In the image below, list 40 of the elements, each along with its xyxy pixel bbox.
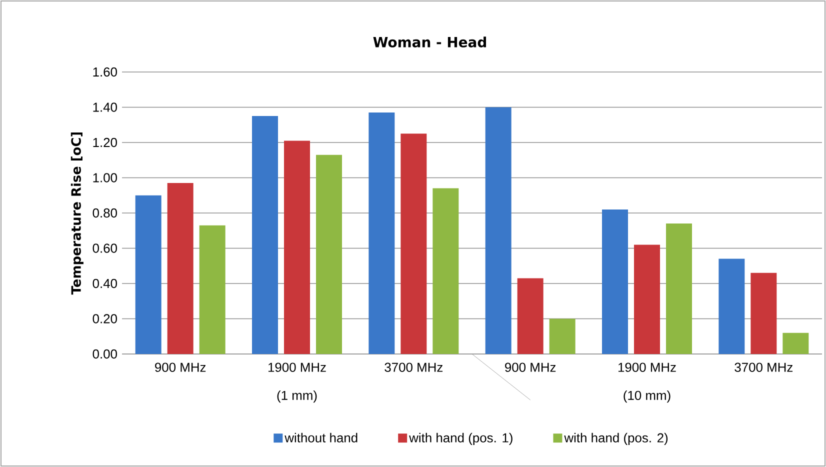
y-tick-label: 0.20 xyxy=(92,314,117,324)
y-axis-title: Temperature Rise [oC] xyxy=(70,132,84,295)
bar xyxy=(432,188,459,354)
bar xyxy=(167,183,194,354)
x-tick-label: 900 MHz xyxy=(505,362,556,372)
bar xyxy=(517,278,544,354)
bar xyxy=(549,318,576,354)
bar xyxy=(782,332,809,354)
y-tick-label: 1.00 xyxy=(93,173,117,182)
x-tick-label: 1900 MHz xyxy=(268,362,326,372)
bar xyxy=(199,225,226,354)
y-tick-label: 1.40 xyxy=(93,102,117,112)
x-tick-label: 1900 MHz xyxy=(618,362,676,372)
legend-label: with hand (pos. 1) xyxy=(409,432,512,445)
y-tick-label: 0.40 xyxy=(92,278,117,288)
bar xyxy=(284,140,310,354)
bar xyxy=(316,154,342,354)
y-tick-label: 0.60 xyxy=(92,244,117,253)
text: (10 mm) xyxy=(624,390,670,403)
bar xyxy=(135,195,162,354)
chart-title: Woman - Head xyxy=(373,36,486,48)
bar xyxy=(750,272,777,354)
x-tick-label: 900 MHz xyxy=(155,362,206,372)
y-tick-label: 1.20 xyxy=(93,138,117,148)
bar xyxy=(400,134,427,354)
bar xyxy=(634,244,660,354)
bar xyxy=(368,112,395,354)
bar xyxy=(252,116,278,354)
bar xyxy=(666,224,692,354)
y-tick-label: 1.60 xyxy=(93,67,117,77)
legend-label: with hand (pos. 2) xyxy=(564,432,668,445)
y-tick-label: 0.00 xyxy=(92,349,117,359)
legend-label: without hand xyxy=(284,432,358,442)
y-tick-label: 0.80 xyxy=(92,208,117,218)
x-tick-label: 3700 MHz xyxy=(734,362,793,372)
bar xyxy=(718,258,745,354)
bar xyxy=(602,209,628,354)
x-tick-label: 3700 MHz xyxy=(384,362,443,372)
text: (1 mm) xyxy=(277,390,317,403)
bar xyxy=(485,107,512,354)
